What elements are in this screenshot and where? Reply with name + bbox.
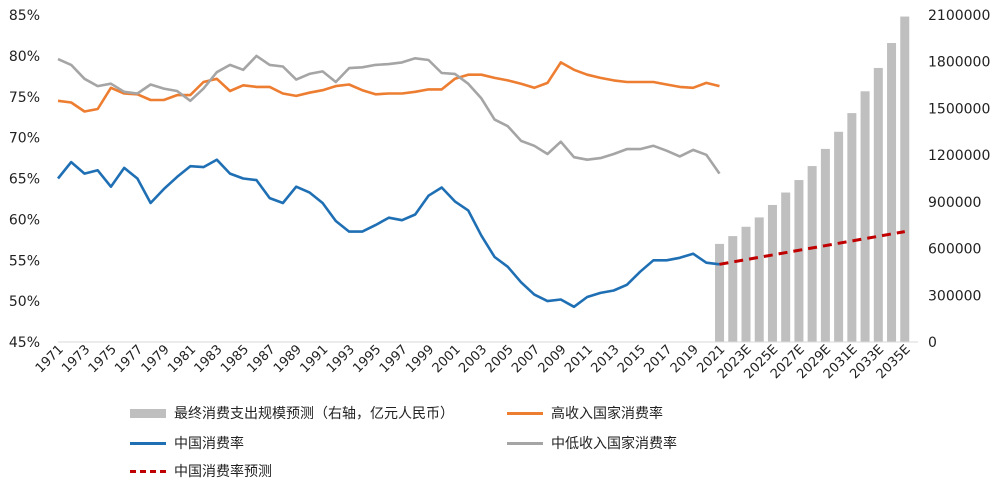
- right-axis: 0 300000 600000 900000 1200000 1500000 1800000…: [928, 8, 990, 351]
- right-tick-label: 2100000: [928, 8, 990, 24]
- legend-item-bar: 最终消费支出规模预测（右轴，亿元人民币）: [130, 403, 454, 423]
- bar: [860, 91, 870, 342]
- x-tick-label: 1983: [192, 342, 226, 376]
- x-tick-label: 2007: [509, 342, 543, 376]
- bar: [715, 243, 725, 342]
- right-tick-label: 1500000: [928, 101, 990, 117]
- bar: [754, 217, 764, 342]
- right-tick-label: 1800000: [928, 55, 990, 71]
- right-tick-label: 1200000: [928, 148, 990, 164]
- x-tick-label: 1981: [165, 342, 199, 376]
- left-tick-label: 45%: [9, 335, 40, 351]
- bar: [873, 67, 883, 342]
- bar-series: [715, 16, 910, 343]
- legend-label: 中国消费率: [174, 436, 244, 452]
- x-tick-label: 2003: [456, 342, 490, 376]
- left-axis: 45% 50% 55% 60% 65% 70% 75% 80% 85%: [9, 8, 40, 351]
- x-tick-label: 1975: [86, 342, 120, 376]
- x-tick-label: 2013: [589, 342, 623, 376]
- legend-label: 最终消费支出规模预测（右轴，亿元人民币）: [174, 406, 454, 422]
- left-tick-label: 50%: [9, 294, 40, 310]
- x-axis: 1971197319751977197919811983198519871989…: [33, 341, 918, 382]
- legend-label: 中低收入国家消费率: [551, 436, 677, 452]
- x-tick-label: 1973: [59, 342, 93, 376]
- bar: [794, 180, 804, 342]
- left-tick-label: 75%: [9, 90, 40, 106]
- legend-swatch-line: [507, 441, 543, 445]
- legend-swatch-line: [507, 411, 543, 415]
- bar: [807, 166, 817, 342]
- bar: [900, 16, 910, 343]
- bar: [781, 192, 791, 342]
- right-tick-label: 600000: [928, 242, 981, 258]
- x-tick-label: 1997: [377, 342, 411, 376]
- x-tick-label: 1985: [218, 342, 252, 376]
- legend-item-forecast: 中国消费率预测: [130, 461, 272, 481]
- x-tick-label: 2005: [483, 342, 517, 376]
- x-tick-label: 2011: [562, 342, 596, 376]
- left-tick-label: 65%: [9, 172, 40, 188]
- left-tick-label: 80%: [9, 49, 40, 65]
- legend-item-china: 中国消费率: [130, 433, 244, 453]
- bar: [834, 131, 844, 342]
- legend-swatch-bar: [130, 408, 166, 418]
- series-line: [57, 61, 720, 113]
- bar: [728, 236, 738, 342]
- legend-item-high-income: 高收入国家消费率: [507, 403, 663, 423]
- bar: [887, 43, 897, 343]
- right-tick-label: 0: [928, 335, 937, 351]
- right-tick-label: 900000: [928, 195, 981, 211]
- bar: [741, 226, 751, 342]
- legend-label: 高收入国家消费率: [551, 406, 663, 422]
- series-line: [56, 158, 720, 309]
- left-tick-label: 70%: [9, 131, 40, 147]
- legend-label: 中国消费率预测: [174, 464, 272, 480]
- x-tick-label: 1993: [324, 342, 358, 376]
- forecast-line: [719, 230, 906, 266]
- x-tick-label: 1979: [139, 342, 173, 376]
- x-tick-label: 1989: [271, 342, 305, 376]
- bar: [847, 113, 857, 342]
- left-tick-label: 85%: [9, 8, 40, 24]
- x-tick-label: 2001: [430, 342, 464, 376]
- legend-item-low-mid-income: 中低收入国家消费率: [507, 433, 677, 453]
- x-tick-label: 1977: [112, 342, 146, 376]
- x-tick-label: 2017: [641, 342, 675, 376]
- x-tick-label: 1995: [350, 342, 384, 376]
- left-tick-label: 55%: [9, 253, 40, 269]
- x-tick-label: 2015: [615, 342, 649, 376]
- series-line: [57, 54, 721, 175]
- bar: [767, 204, 777, 342]
- x-tick-label: 1987: [245, 342, 279, 376]
- x-tick-label: 1999: [403, 342, 437, 376]
- x-tick-label: 1991: [297, 342, 331, 376]
- right-tick-label: 300000: [928, 288, 981, 304]
- x-tick-label: 2019: [668, 342, 702, 376]
- legend-swatch-dash: [130, 469, 166, 473]
- x-tick-label: 2009: [536, 342, 570, 376]
- line-series: [56, 54, 906, 309]
- legend-swatch-line: [130, 441, 166, 445]
- left-tick-label: 60%: [9, 212, 40, 228]
